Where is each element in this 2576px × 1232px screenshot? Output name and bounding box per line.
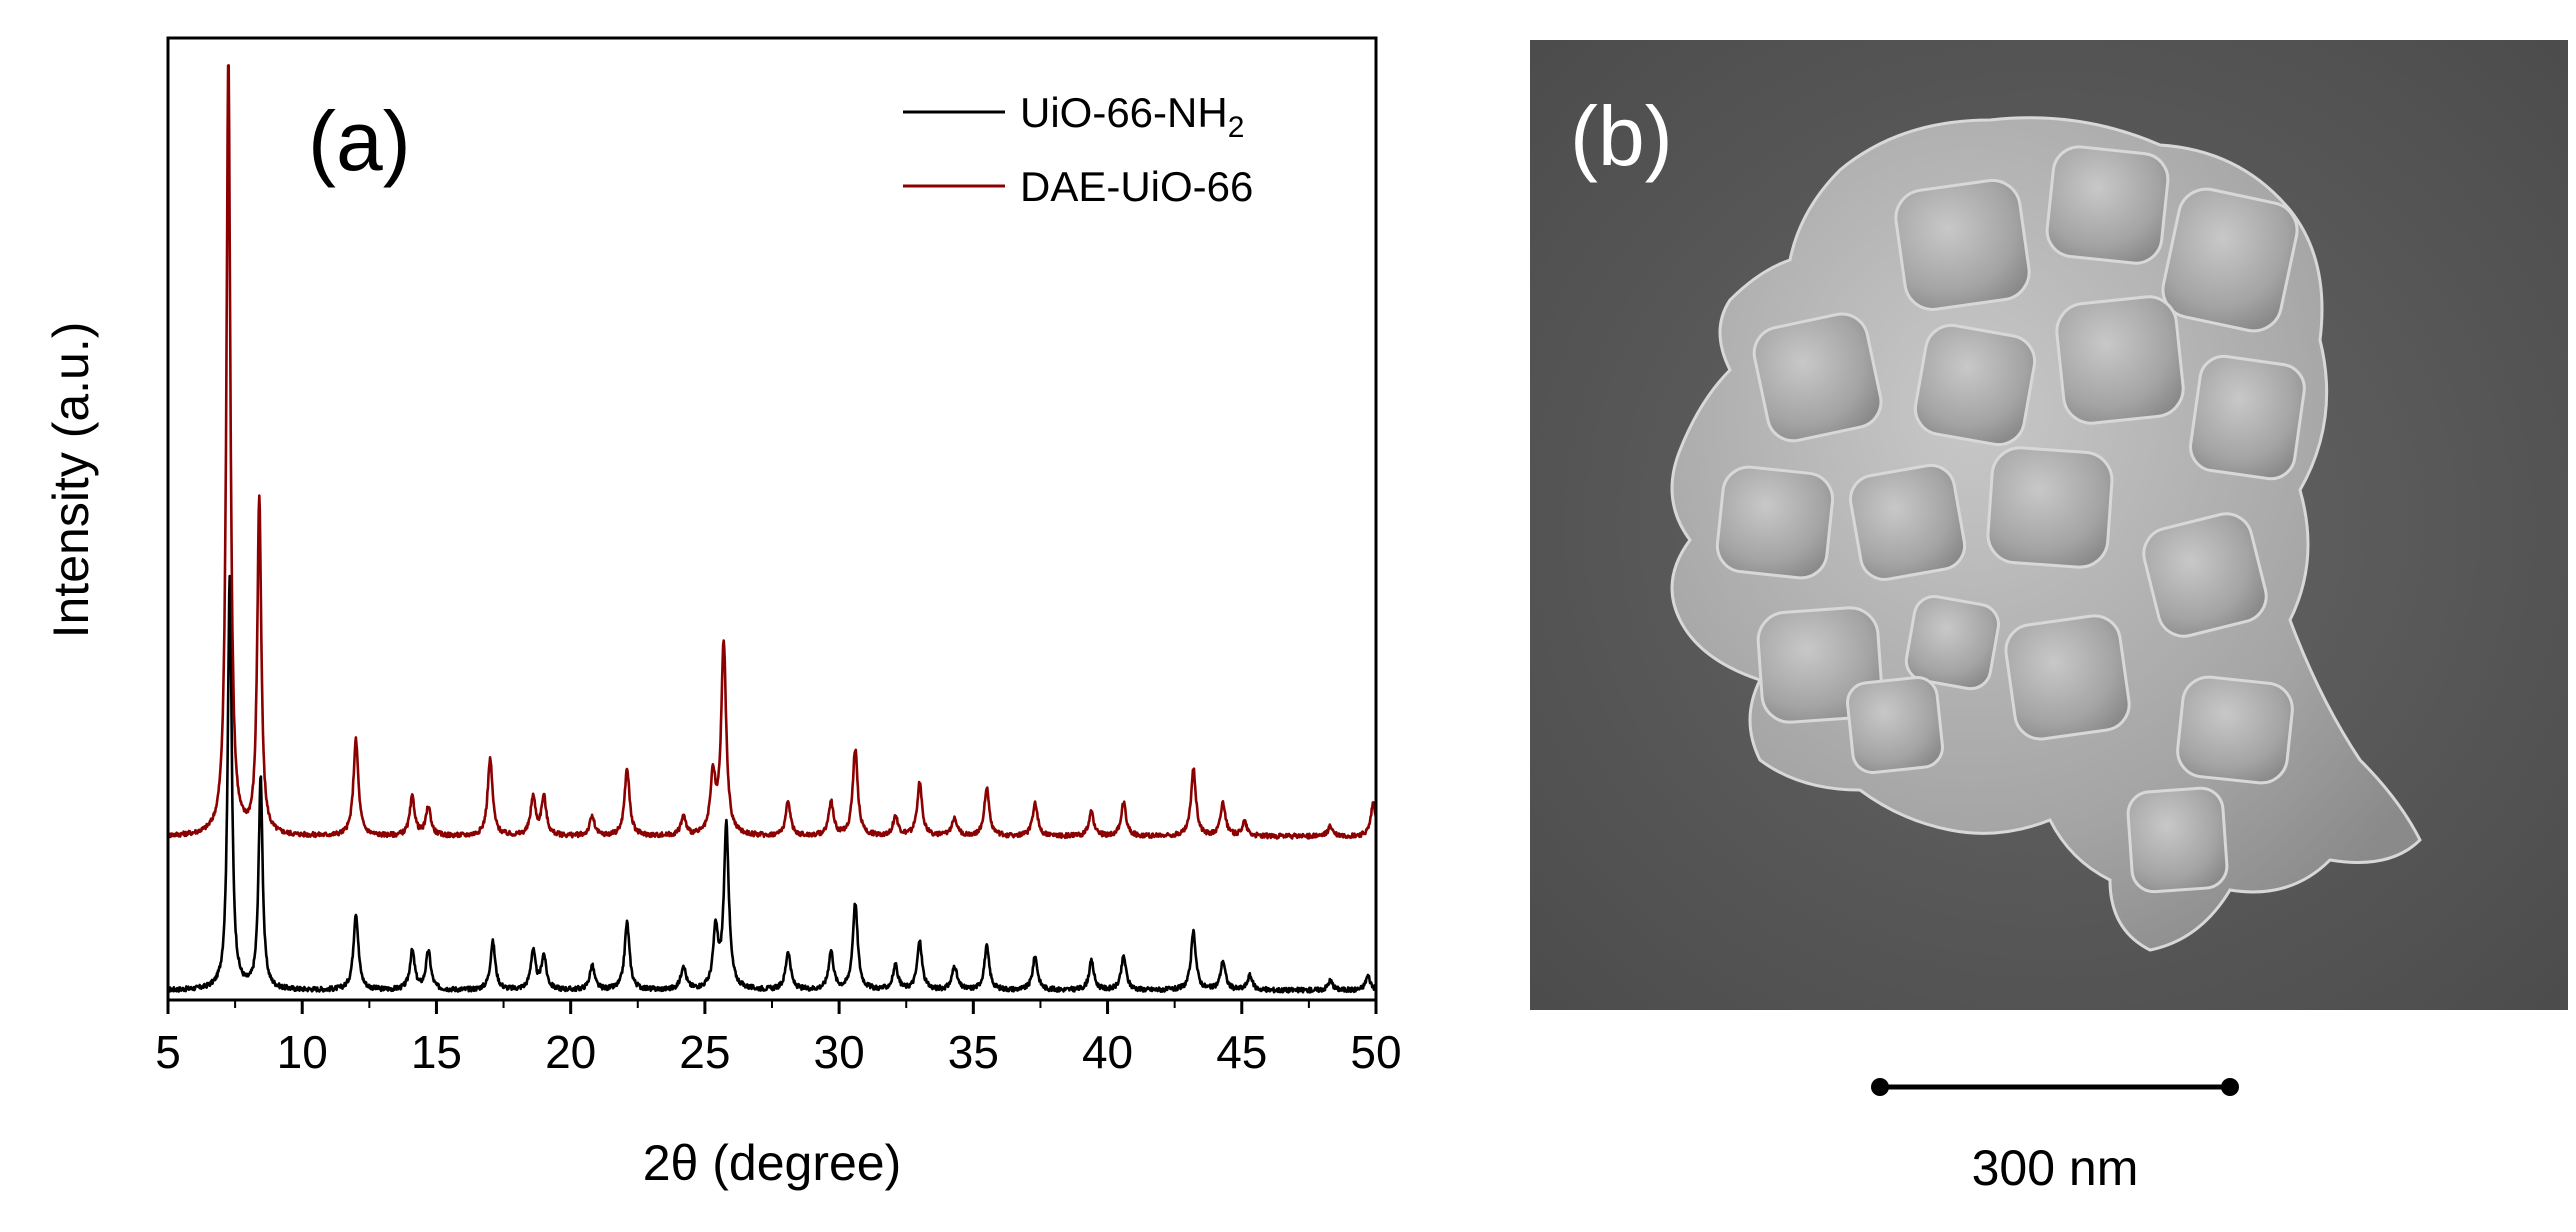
crystal bbox=[1894, 178, 2031, 311]
x-tick-label: 20 bbox=[545, 1026, 596, 1078]
crystal bbox=[2004, 614, 2131, 741]
scale-bar-label: 300 nm bbox=[1972, 1140, 2139, 1196]
xrd-chart: 5 10 15 20 25 30 35 40 45 50 (a) 2θ (degree) Inte… bbox=[43, 36, 1402, 1191]
legend: UiO-66-NH2 DAE-UiO-66 bbox=[903, 89, 1253, 210]
series-layer bbox=[168, 64, 1376, 994]
series-line-2 bbox=[168, 64, 1376, 840]
scale-bar-left-end bbox=[1871, 1078, 1889, 1096]
x-tick-label: 15 bbox=[411, 1026, 462, 1078]
x-tick-label: 40 bbox=[1082, 1026, 1133, 1078]
panel-a-label: (a) bbox=[308, 94, 411, 188]
crystal bbox=[2189, 354, 2306, 481]
crystal bbox=[2142, 512, 2268, 638]
crystal bbox=[1913, 323, 2037, 447]
x-tick-label: 10 bbox=[277, 1026, 328, 1078]
crystal bbox=[2126, 786, 2229, 894]
legend-label-2: DAE-UiO-66 bbox=[1020, 163, 1253, 210]
y-axis-label: Intensity (a.u.) bbox=[43, 322, 99, 639]
legend-label-1: UiO-66-NH2 bbox=[1020, 89, 1244, 144]
crystal bbox=[1846, 676, 1944, 774]
crystal bbox=[2176, 675, 2294, 785]
x-tick-label: 45 bbox=[1216, 1026, 1267, 1078]
x-tick-label: 35 bbox=[948, 1026, 999, 1078]
x-tick-label: 50 bbox=[1350, 1026, 1401, 1078]
x-axis-ticks: 5 10 15 20 25 30 35 40 45 50 bbox=[155, 1000, 1402, 1078]
x-tick-label: 25 bbox=[679, 1026, 730, 1078]
panel-b-label: (b) bbox=[1570, 89, 1673, 183]
scale-bar-right-end bbox=[2221, 1078, 2239, 1096]
scale-bar: 300 nm bbox=[1871, 1078, 2239, 1196]
x-tick-label: 30 bbox=[814, 1026, 865, 1078]
crystal bbox=[1904, 595, 2000, 691]
crystal bbox=[1986, 446, 2114, 569]
crystal bbox=[2161, 187, 2299, 333]
x-tick-label: 5 bbox=[155, 1026, 181, 1078]
series-line-1 bbox=[168, 574, 1376, 994]
x-axis-label: 2θ (degree) bbox=[643, 1135, 902, 1191]
particle-cluster bbox=[1670, 116, 2422, 952]
crystal bbox=[2055, 295, 2185, 425]
crystal bbox=[1849, 463, 1967, 581]
crystal bbox=[1752, 312, 1883, 443]
crystal bbox=[2045, 145, 2170, 265]
sem-image bbox=[1530, 40, 2568, 1010]
crystal bbox=[1715, 465, 1835, 580]
